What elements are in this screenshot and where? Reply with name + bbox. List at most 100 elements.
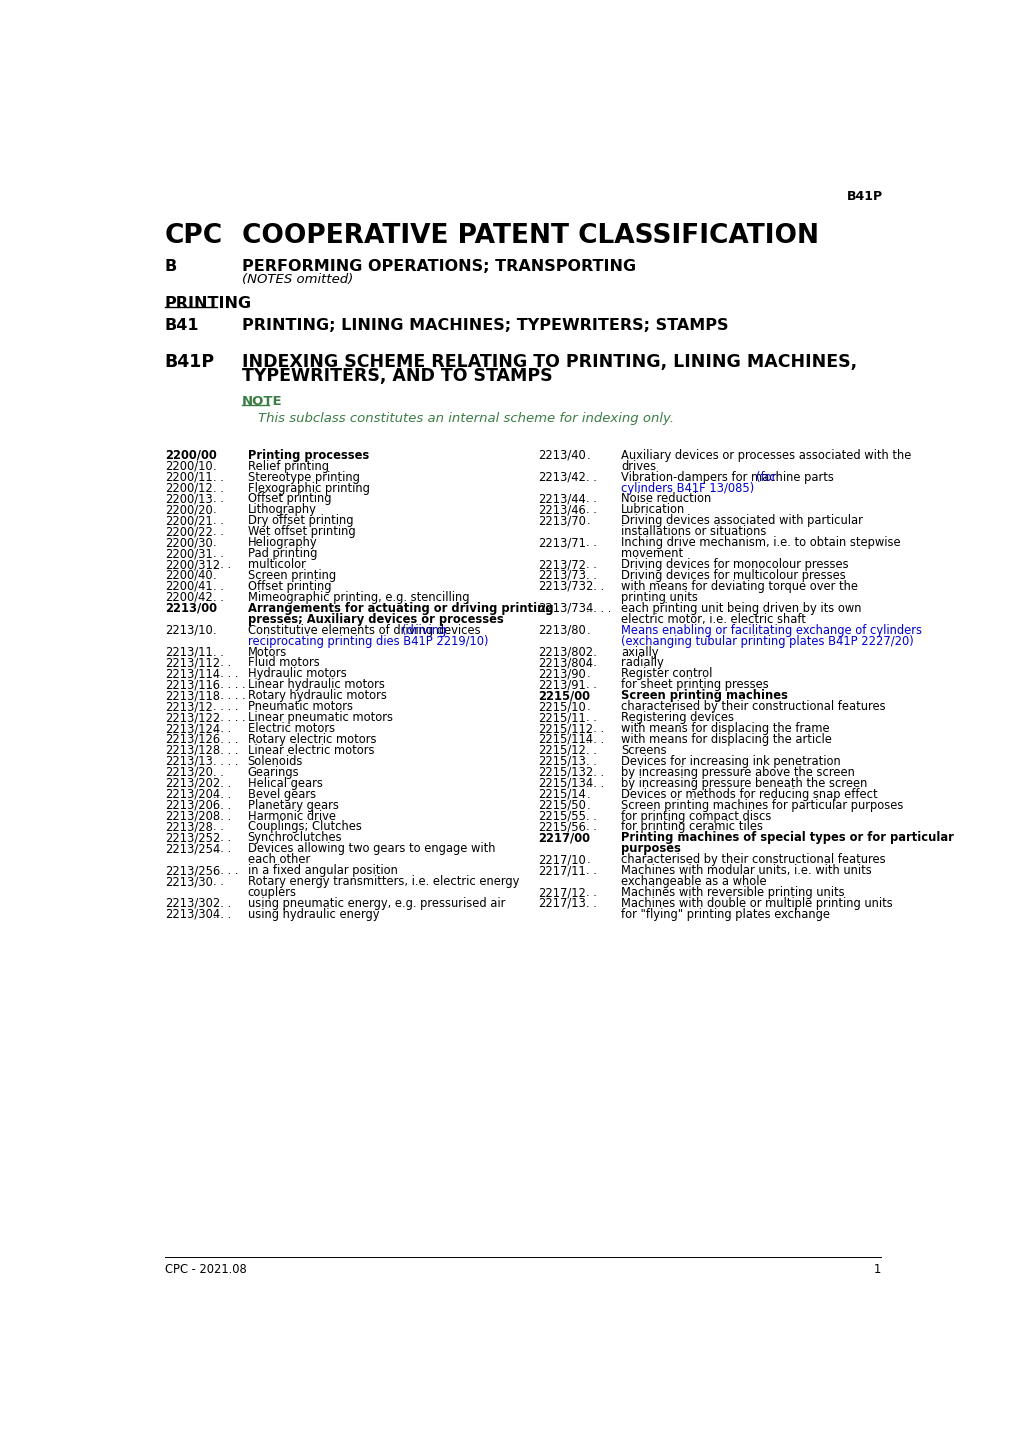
Text: 2200/12: 2200/12 [164, 482, 212, 495]
Text: Means enabling or facilitating exchange of cylinders: Means enabling or facilitating exchange … [621, 623, 921, 637]
Text: with means for deviating torque over the: with means for deviating torque over the [621, 580, 857, 593]
Text: . .: . . [586, 492, 596, 506]
Text: Rotary electric motors: Rotary electric motors [248, 733, 376, 746]
Text: 2217/11: 2217/11 [538, 864, 586, 877]
Text: 2213/42: 2213/42 [538, 470, 586, 483]
Text: . . . .: . . . . [213, 864, 237, 877]
Text: 2215/112: 2215/112 [538, 722, 593, 735]
Text: .: . [586, 854, 589, 867]
Text: Machines with double or multiple printing units: Machines with double or multiple printin… [621, 897, 892, 910]
Text: . . . .: . . . . [586, 601, 611, 614]
Text: reciprocating printing dies B41P 2219/10): reciprocating printing dies B41P 2219/10… [248, 634, 488, 647]
Text: .: . [213, 536, 216, 549]
Text: 2200/31: 2200/31 [164, 547, 212, 559]
Text: 2215/55: 2215/55 [538, 809, 586, 822]
Text: 2213/44: 2213/44 [538, 492, 586, 506]
Text: Heliography: Heliography [248, 536, 317, 549]
Text: Stereotype printing: Stereotype printing [248, 470, 359, 483]
Text: 2200/21: 2200/21 [164, 515, 212, 528]
Text: by increasing pressure above the screen: by increasing pressure above the screen [621, 766, 854, 779]
Text: (for: (for [756, 470, 776, 483]
Text: 2213/72: 2213/72 [538, 558, 586, 571]
Text: 2213/13: 2213/13 [164, 754, 212, 767]
Text: Harmonic drive: Harmonic drive [248, 809, 335, 822]
Text: Pad printing: Pad printing [248, 547, 317, 559]
Text: 2213/122: 2213/122 [164, 711, 220, 724]
Text: . .: . . [586, 897, 596, 910]
Text: . . .: . . . [213, 558, 230, 571]
Text: 2213/202: 2213/202 [164, 777, 220, 790]
Text: . . .: . . . [586, 777, 604, 790]
Text: 2213/70: 2213/70 [538, 515, 586, 528]
Text: Printing processes: Printing processes [248, 448, 369, 461]
Text: 2213/28: 2213/28 [164, 820, 212, 833]
Text: 2215/00: 2215/00 [538, 689, 590, 702]
Text: . .: . . [586, 678, 596, 691]
Text: 2213/208: 2213/208 [164, 809, 220, 822]
Text: . . .: . . . [213, 809, 230, 822]
Text: each printing unit being driven by its own: each printing unit being driven by its o… [621, 601, 861, 614]
Text: 1: 1 [872, 1263, 880, 1276]
Text: using pneumatic energy, e.g. pressurised air: using pneumatic energy, e.g. pressurised… [248, 897, 504, 910]
Text: 2200/22: 2200/22 [164, 525, 212, 538]
Text: 2213/204: 2213/204 [164, 787, 220, 800]
Text: . .: . . [586, 646, 596, 659]
Text: 2200/10: 2200/10 [164, 460, 212, 473]
Text: . .: . . [213, 482, 223, 495]
Text: Driving devices for monocolour presses: Driving devices for monocolour presses [621, 558, 848, 571]
Text: 2200/42: 2200/42 [164, 591, 212, 604]
Text: purposes: purposes [621, 842, 681, 855]
Text: 2215/114: 2215/114 [538, 733, 593, 746]
Text: 2200/00: 2200/00 [164, 448, 216, 461]
Text: 2213/11: 2213/11 [164, 646, 212, 659]
Text: . .: . . [586, 570, 596, 583]
Text: Synchroclutches: Synchroclutches [248, 832, 342, 845]
Text: with means for displacing the frame: with means for displacing the frame [621, 722, 829, 735]
Text: . . . .: . . . . [213, 668, 237, 681]
Text: each other: each other [248, 854, 310, 867]
Text: 2215/56: 2215/56 [538, 820, 586, 833]
Text: 2217/10: 2217/10 [538, 854, 586, 867]
Text: 2213/40: 2213/40 [538, 448, 586, 461]
Text: Offset printing: Offset printing [248, 492, 331, 506]
Text: . . .: . . . [213, 722, 230, 735]
Text: . . .: . . . [586, 722, 604, 735]
Text: Inching drive mechanism, i.e. to obtain stepwise: Inching drive mechanism, i.e. to obtain … [621, 536, 900, 549]
Text: presses; Auxiliary devices or processes: presses; Auxiliary devices or processes [248, 613, 503, 626]
Text: . . . . .: . . . . . [213, 711, 246, 724]
Text: 2213/124: 2213/124 [164, 722, 220, 735]
Text: axially: axially [621, 646, 658, 659]
Text: . .: . . [213, 580, 223, 593]
Text: Linear electric motors: Linear electric motors [248, 744, 374, 757]
Text: Screen printing machines: Screen printing machines [621, 689, 788, 702]
Text: 2213/80: 2213/80 [538, 623, 586, 637]
Text: . . .: . . . [213, 897, 230, 910]
Text: Noise reduction: Noise reduction [621, 492, 710, 506]
Text: B: B [164, 260, 176, 274]
Text: 2213/732: 2213/732 [538, 580, 593, 593]
Text: .: . [213, 570, 216, 583]
Text: . .: . . [213, 646, 223, 659]
Text: 2213/71: 2213/71 [538, 536, 586, 549]
Text: Register control: Register control [621, 668, 712, 681]
Text: Screens: Screens [621, 744, 666, 757]
Text: . .: . . [586, 503, 596, 516]
Text: 2215/11: 2215/11 [538, 711, 586, 724]
Text: Fluid motors: Fluid motors [248, 656, 319, 669]
Text: characterised by their constructional features: characterised by their constructional fe… [621, 701, 884, 714]
Text: Motors: Motors [248, 646, 286, 659]
Text: electric motor, i.e. electric shaft: electric motor, i.e. electric shaft [621, 613, 805, 626]
Text: .: . [586, 515, 589, 528]
Text: 2213/30: 2213/30 [164, 875, 212, 888]
Text: Planetary gears: Planetary gears [248, 799, 338, 812]
Text: Dry offset printing: Dry offset printing [248, 515, 353, 528]
Text: 2213/10: 2213/10 [164, 623, 212, 637]
Text: drives: drives [621, 460, 655, 473]
Text: characterised by their constructional features: characterised by their constructional fe… [621, 854, 884, 867]
Text: 2215/10: 2215/10 [538, 701, 586, 714]
Text: Hydraulic motors: Hydraulic motors [248, 668, 346, 681]
Text: . .: . . [213, 591, 223, 604]
Text: . .: . . [586, 864, 596, 877]
Text: .: . [586, 623, 589, 637]
Text: . .: . . [586, 820, 596, 833]
